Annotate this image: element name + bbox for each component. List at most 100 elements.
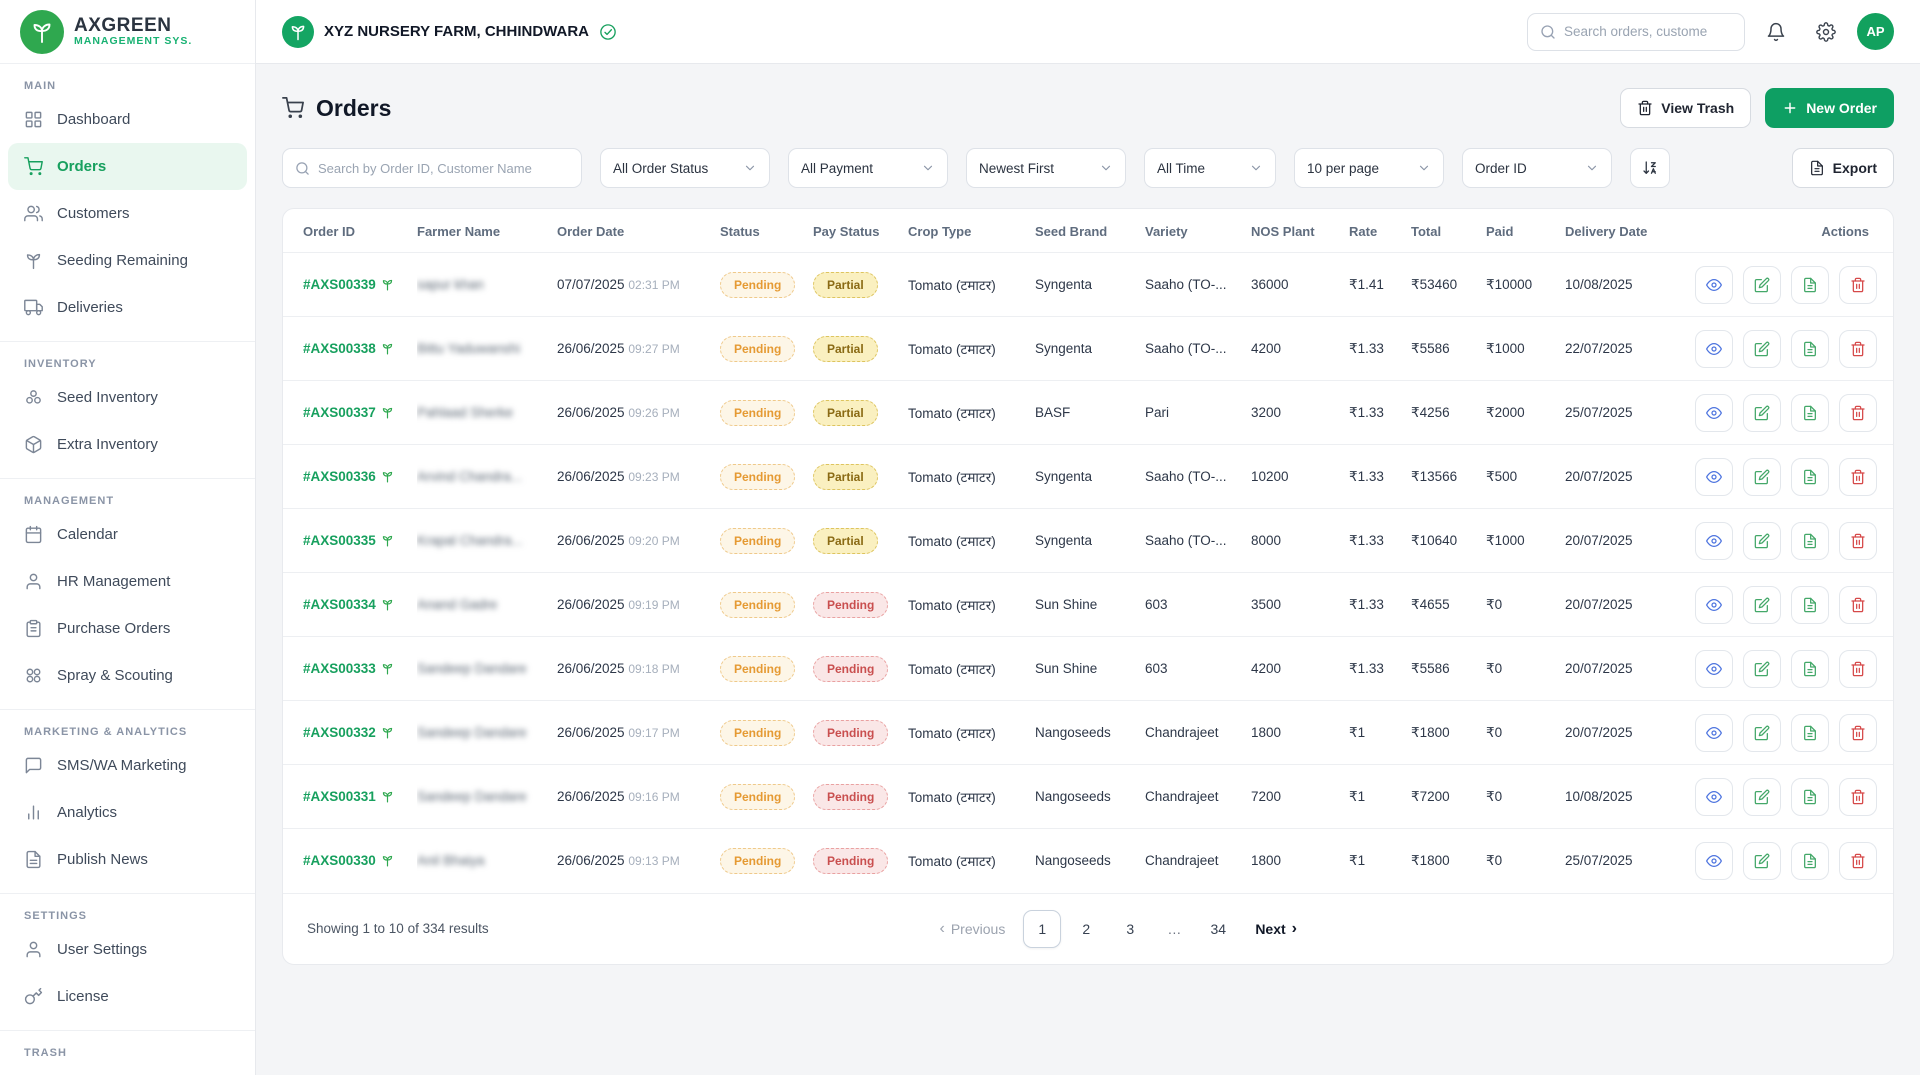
- sidebar-item-user-settings[interactable]: User Settings: [0, 926, 255, 973]
- sidebar-item-analytics[interactable]: Analytics: [0, 789, 255, 836]
- cell-pay-status: Partial: [813, 380, 908, 445]
- invoice-button[interactable]: [1791, 585, 1829, 624]
- edit-order-button[interactable]: [1743, 265, 1781, 304]
- invoice-button[interactable]: [1791, 265, 1829, 304]
- pagination-previous[interactable]: ‹ Previous: [928, 913, 1018, 945]
- orders-search[interactable]: [282, 148, 582, 188]
- order-id-link[interactable]: #AXS00338: [303, 341, 394, 356]
- order-id-link[interactable]: #AXS00333: [303, 661, 394, 676]
- export-button[interactable]: Export: [1791, 148, 1894, 188]
- edit-order-button[interactable]: [1743, 713, 1781, 752]
- chevron-down-icon: [743, 161, 757, 175]
- edit-order-button[interactable]: [1743, 777, 1781, 816]
- sort-field-filter[interactable]: Order ID: [1462, 148, 1612, 188]
- view-order-button[interactable]: [1695, 521, 1733, 560]
- sidebar-item-dashboard[interactable]: Dashboard: [0, 96, 255, 143]
- sidebar-item-seeding-remaining[interactable]: Seeding Remaining: [0, 237, 255, 284]
- invoice-button[interactable]: [1791, 777, 1829, 816]
- farm-selector[interactable]: XYZ NURSERY FARM, CHHINDWARA: [282, 15, 617, 48]
- edit-order-button[interactable]: [1743, 393, 1781, 432]
- sidebar-item-hr-management[interactable]: HR Management: [0, 558, 255, 605]
- sprout-icon: [381, 662, 394, 675]
- order-id-link[interactable]: #AXS00332: [303, 725, 394, 740]
- notifications-button[interactable]: [1757, 13, 1795, 51]
- sort-direction-button[interactable]: [1630, 148, 1670, 188]
- delete-order-button[interactable]: [1839, 521, 1877, 560]
- pagination-page-34[interactable]: 34: [1199, 910, 1237, 948]
- sidebar-item-license[interactable]: License: [0, 973, 255, 1020]
- user-avatar[interactable]: AP: [1857, 13, 1894, 50]
- sidebar-item-spray-scouting[interactable]: Spray & Scouting: [0, 652, 255, 699]
- invoice-button[interactable]: [1791, 393, 1829, 432]
- invoice-button[interactable]: [1791, 713, 1829, 752]
- delete-order-button[interactable]: [1839, 457, 1877, 496]
- view-order-button[interactable]: [1695, 841, 1733, 880]
- sidebar-item-calendar[interactable]: Calendar: [0, 511, 255, 558]
- pagination-next[interactable]: Next ›: [1243, 913, 1309, 945]
- order-id-link[interactable]: #AXS00335: [303, 533, 394, 548]
- delete-order-button[interactable]: [1839, 649, 1877, 688]
- edit-order-button[interactable]: [1743, 585, 1781, 624]
- view-order-button[interactable]: [1695, 457, 1733, 496]
- order-id-link[interactable]: #AXS00331: [303, 789, 394, 804]
- eye-icon: [1706, 789, 1722, 805]
- order-id-link[interactable]: #AXS00334: [303, 597, 394, 612]
- view-order-button[interactable]: [1695, 329, 1733, 368]
- sidebar-item-customers[interactable]: Customers: [0, 190, 255, 237]
- view-order-button[interactable]: [1695, 585, 1733, 624]
- view-order-button[interactable]: [1695, 777, 1733, 816]
- orders-search-input[interactable]: [318, 160, 569, 176]
- per-page-filter[interactable]: 10 per page: [1294, 148, 1444, 188]
- delete-order-button[interactable]: [1839, 265, 1877, 304]
- cell-order-id: #AXS00338: [283, 316, 417, 381]
- delete-order-button[interactable]: [1839, 713, 1877, 752]
- view-order-button[interactable]: [1695, 265, 1733, 304]
- pagination-page-1[interactable]: 1: [1023, 909, 1062, 948]
- sidebar-item-seed-inventory[interactable]: Seed Inventory: [0, 374, 255, 421]
- sort-order-filter[interactable]: Newest First: [966, 148, 1126, 188]
- sidebar-item-orders[interactable]: Orders: [8, 143, 247, 190]
- cell-order-id: #AXS00331: [283, 764, 417, 829]
- edit-order-button[interactable]: [1743, 521, 1781, 560]
- payment-filter[interactable]: All Payment: [788, 148, 948, 188]
- invoice-button[interactable]: [1791, 841, 1829, 880]
- edit-order-button[interactable]: [1743, 649, 1781, 688]
- invoice-button[interactable]: [1791, 457, 1829, 496]
- sidebar-item-sms-wa-marketing[interactable]: SMS/WA Marketing: [0, 742, 255, 789]
- edit-order-button[interactable]: [1743, 329, 1781, 368]
- cell-crop-type: Tomato (टमाटर): [908, 316, 1035, 381]
- order-id-link[interactable]: #AXS00339: [303, 277, 394, 292]
- view-order-button[interactable]: [1695, 713, 1733, 752]
- delete-order-button[interactable]: [1839, 585, 1877, 624]
- order-id-link[interactable]: #AXS00336: [303, 469, 394, 484]
- order-id-link[interactable]: #AXS00337: [303, 405, 394, 420]
- pagination-page-3[interactable]: 3: [1111, 910, 1149, 948]
- pagination-page-2[interactable]: 2: [1067, 910, 1105, 948]
- delete-order-button[interactable]: [1839, 777, 1877, 816]
- edit-order-button[interactable]: [1743, 841, 1781, 880]
- pay-status-badge: Partial: [813, 271, 878, 298]
- settings-button[interactable]: [1807, 13, 1845, 51]
- file-icon: [1802, 853, 1818, 869]
- global-search[interactable]: [1527, 12, 1745, 51]
- view-order-button[interactable]: [1695, 393, 1733, 432]
- sidebar-item-deliveries[interactable]: Deliveries: [0, 284, 255, 331]
- cell-seed-brand: Nangoseeds: [1035, 764, 1145, 829]
- global-search-input[interactable]: [1564, 24, 1732, 39]
- invoice-button[interactable]: [1791, 521, 1829, 560]
- delete-order-button[interactable]: [1839, 329, 1877, 368]
- delete-order-button[interactable]: [1839, 393, 1877, 432]
- new-order-button[interactable]: New Order: [1765, 88, 1894, 128]
- order-status-filter[interactable]: All Order Status: [600, 148, 770, 188]
- sidebar-item-extra-inventory[interactable]: Extra Inventory: [0, 421, 255, 468]
- edit-order-button[interactable]: [1743, 457, 1781, 496]
- order-id-link[interactable]: #AXS00330: [303, 853, 394, 868]
- view-trash-button[interactable]: View Trash: [1620, 88, 1752, 128]
- invoice-button[interactable]: [1791, 649, 1829, 688]
- view-order-button[interactable]: [1695, 649, 1733, 688]
- time-range-filter[interactable]: All Time: [1144, 148, 1276, 188]
- delete-order-button[interactable]: [1839, 841, 1877, 880]
- invoice-button[interactable]: [1791, 329, 1829, 368]
- sidebar-item-purchase-orders[interactable]: Purchase Orders: [0, 605, 255, 652]
- sidebar-item-publish-news[interactable]: Publish News: [0, 836, 255, 883]
